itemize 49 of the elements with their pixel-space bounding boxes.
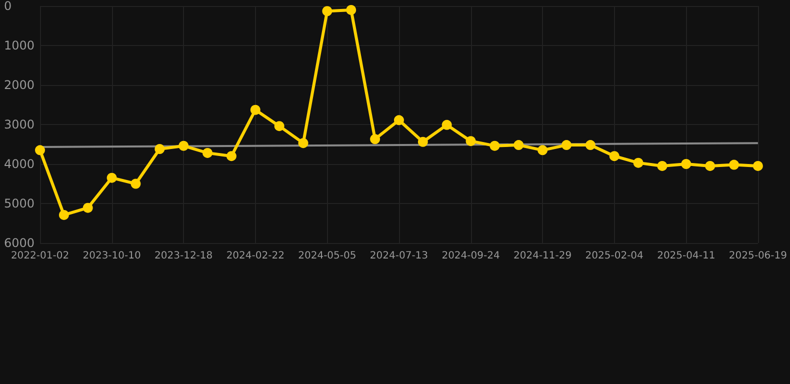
y-tick-label: 3000 (4, 118, 35, 132)
x-tick-label: 2024-07-13 (370, 250, 428, 262)
y-tick-label: 0 (4, 0, 12, 13)
point (729, 160, 740, 170)
x-tick-label: 2025-02-04 (585, 250, 644, 262)
point (322, 6, 332, 16)
point (178, 140, 189, 151)
point (154, 144, 165, 154)
point (250, 104, 260, 115)
point (562, 140, 572, 150)
y-tick-label: 6000 (4, 236, 35, 250)
point (418, 136, 428, 147)
point (609, 151, 620, 162)
point (514, 140, 524, 150)
x-tick-label: 2025-06-19 (728, 250, 788, 262)
point (202, 148, 213, 158)
x-tick-label: 2024-05-05 (298, 250, 356, 262)
x-tick-label: 2025-04-11 (657, 250, 716, 262)
point (82, 202, 93, 213)
y-tick-label: 1000 (4, 38, 35, 52)
y-tick-label: 4000 (4, 157, 35, 171)
point (633, 158, 644, 168)
point (35, 145, 45, 156)
point (705, 160, 716, 171)
point (585, 140, 596, 150)
point (298, 138, 308, 148)
point (346, 4, 356, 15)
x-tick-label: 2024-02-22 (226, 250, 284, 262)
y-tick-label: 2000 (4, 78, 35, 92)
point (752, 160, 763, 171)
point (466, 136, 476, 146)
point (130, 178, 141, 189)
point (274, 121, 284, 132)
point (106, 172, 117, 183)
point (394, 115, 404, 126)
point (657, 160, 668, 171)
point (58, 210, 69, 220)
point (538, 145, 548, 156)
x-tick-label: 2023-10-10 (82, 250, 141, 262)
point (681, 159, 692, 169)
x-tick-label: 2024-09-24 (442, 250, 500, 262)
point (442, 120, 452, 130)
x-tick-label: 2022-01-02 (10, 250, 70, 262)
point (490, 140, 500, 151)
x-tick-label: 2024-11-29 (513, 250, 572, 262)
x-tick-label: 2023-12-18 (154, 250, 213, 262)
y-tick-label: 5000 (4, 196, 35, 210)
point (226, 151, 236, 162)
point (370, 134, 380, 144)
